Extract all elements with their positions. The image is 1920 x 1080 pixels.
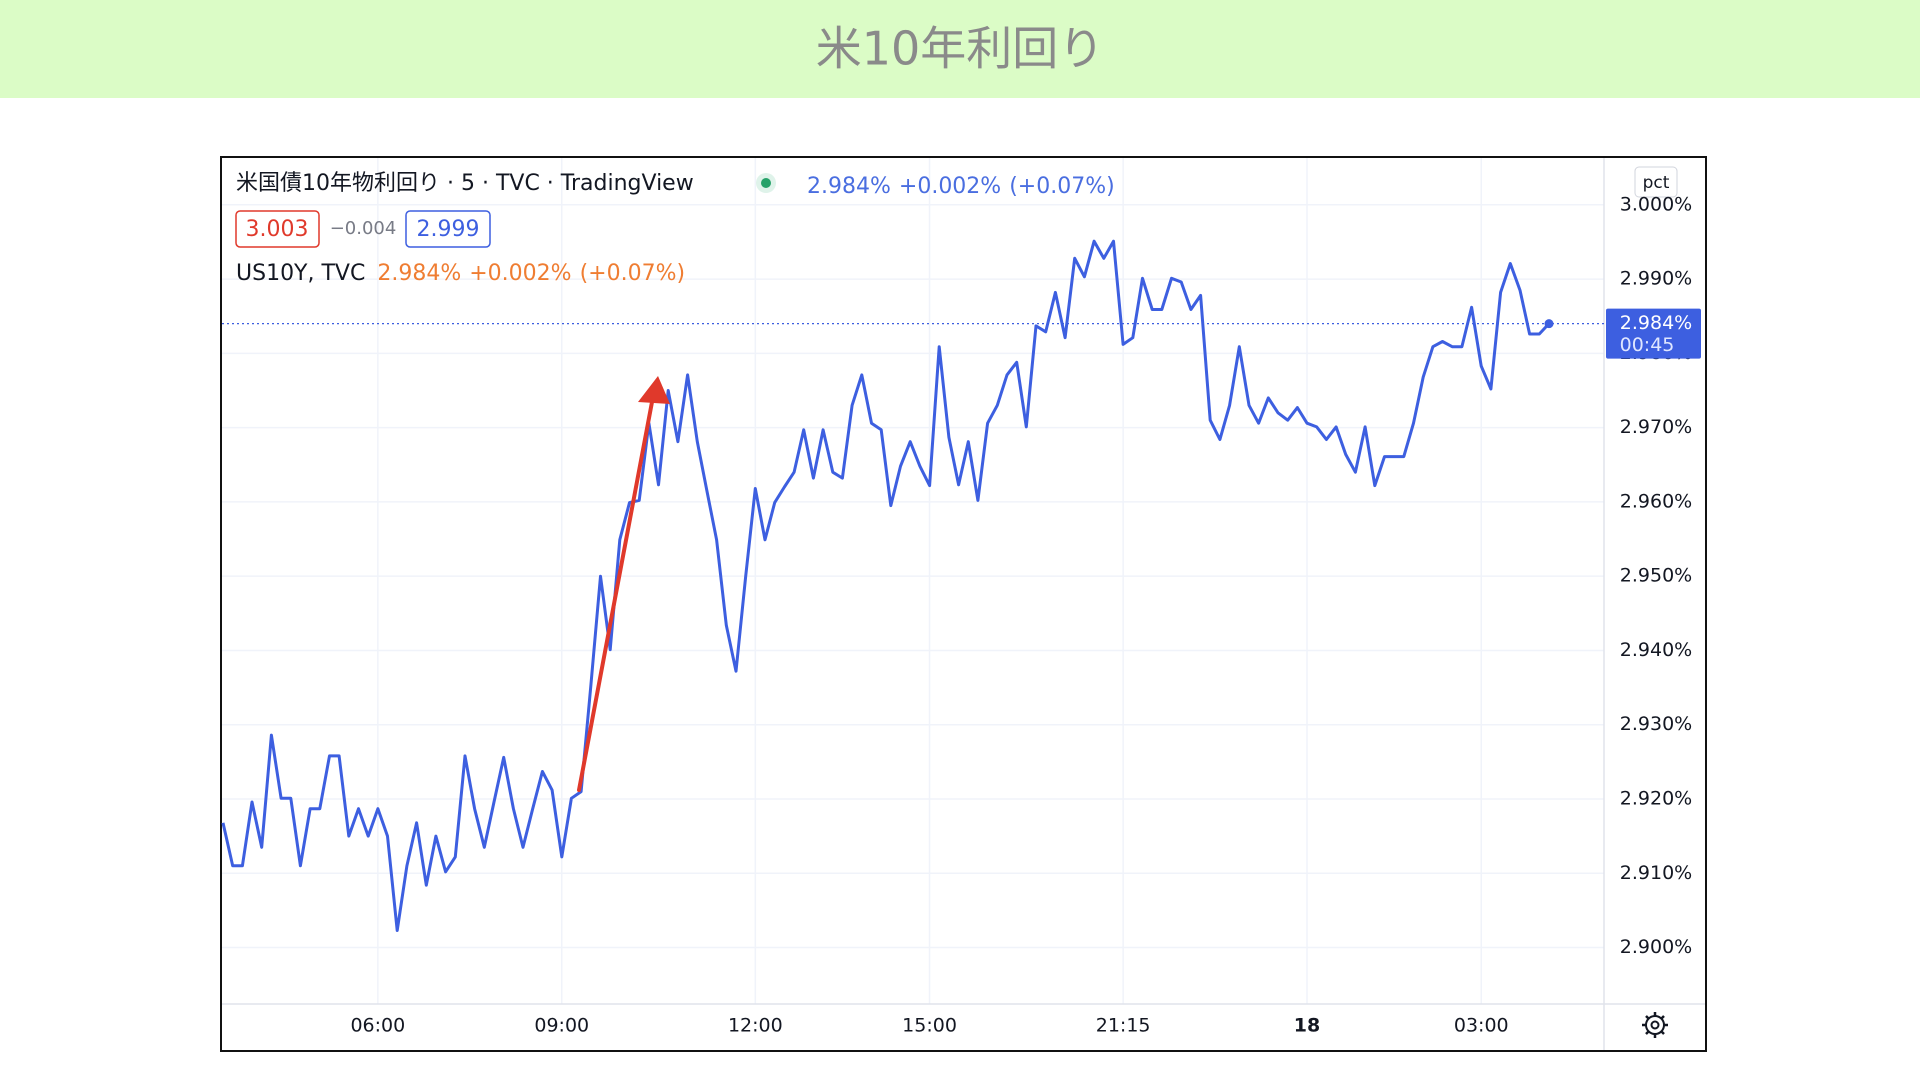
- x-tick-label: 18: [1294, 1015, 1320, 1037]
- y-tick-label: 2.990%: [1620, 268, 1692, 290]
- gear-hub: [1650, 1020, 1660, 1030]
- unit-button[interactable]: [1634, 166, 1678, 198]
- quote-change: +0.002%: [899, 174, 1001, 199]
- ask-box[interactable]: [405, 210, 491, 248]
- gear-teeth: [1642, 1012, 1668, 1038]
- bid-box[interactable]: [235, 210, 320, 248]
- y-tick-label: 2.950%: [1620, 565, 1692, 587]
- legend-change: +0.002%: [469, 261, 571, 286]
- y-tick-label: 3.000%: [1620, 193, 1692, 215]
- y-tick-label: 2.900%: [1620, 936, 1692, 958]
- chart-frame: [220, 156, 1707, 1052]
- legend: 米国債10年物利回り · 5 · TVC · TradingView 2.984…: [235, 171, 1115, 286]
- countdown-label: 00:45: [1620, 334, 1675, 356]
- header-title: 米10年利回り: [816, 22, 1105, 76]
- settings-icon[interactable]: [1642, 1012, 1668, 1038]
- plot: [221, 239, 1604, 932]
- x-tick-label: 21:15: [1096, 1015, 1151, 1037]
- legend-last: 2.984%: [377, 261, 461, 286]
- last-price-tag: [1606, 308, 1701, 359]
- symbol-title: 米国債10年物利回り · 5 · TVC · TradingView: [236, 171, 694, 196]
- annotation-arrowhead: [638, 376, 670, 404]
- live-indicator-core: [761, 178, 771, 188]
- quote-change-pct: (+0.07%): [1009, 174, 1115, 199]
- y-tick-label: 2.920%: [1620, 787, 1692, 809]
- x-tick-label: 03:00: [1454, 1015, 1509, 1037]
- header-band: [0, 0, 1920, 98]
- spread: −0.004: [330, 218, 397, 239]
- y-tick-label: 2.910%: [1620, 862, 1692, 884]
- price-line: [221, 239, 1551, 932]
- x-tick-label: 12:00: [728, 1015, 783, 1037]
- last-point: [1544, 319, 1554, 329]
- y-tick-label: 2.930%: [1620, 713, 1692, 735]
- ask: 2.999: [417, 217, 480, 242]
- x-tick-label: 09:00: [534, 1015, 589, 1037]
- legend-change-pct: (+0.07%): [580, 261, 686, 286]
- y-tick-label: 2.970%: [1620, 416, 1692, 438]
- x-tick-label: 06:00: [350, 1015, 405, 1037]
- last-price-label: 2.984%: [1620, 312, 1692, 334]
- bid: 3.003: [246, 217, 309, 242]
- annotation-arrow: [577, 400, 654, 792]
- quote-last: 2.984%: [807, 174, 891, 199]
- unit-label: pct: [1643, 173, 1670, 193]
- grid: [222, 158, 1604, 1004]
- y-tick-label: 2.960%: [1620, 490, 1692, 512]
- y-tick-label: 2.940%: [1620, 639, 1692, 661]
- x-tick-label: 15:00: [902, 1015, 957, 1037]
- series-name: US10Y, TVC: [236, 261, 365, 286]
